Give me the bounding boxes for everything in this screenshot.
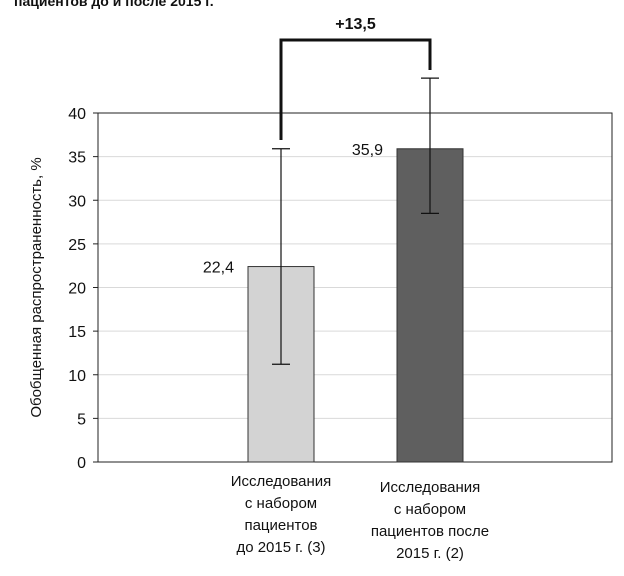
bars <box>247 148 464 463</box>
y-tick-label: 30 <box>68 193 86 210</box>
y-axis-label: Обобщенная распространенность, % <box>28 157 45 417</box>
category-label-line: пациентов <box>244 517 317 534</box>
y-tick-label: 40 <box>68 106 86 123</box>
difference-label: +13,5 <box>335 16 376 33</box>
data-labels: 22,4 35,9 <box>203 142 383 277</box>
category-label-line: до 2015 г. (3) <box>236 539 325 556</box>
gridlines <box>98 156 612 419</box>
error-bars <box>272 77 439 365</box>
data-label: 22,4 <box>203 260 234 277</box>
y-tick-label: 20 <box>68 281 86 298</box>
chart-title: пациентов до и после 2015 г. <box>14 0 214 9</box>
y-tick-label: 15 <box>68 324 86 341</box>
category-label-line: с набором <box>394 501 466 518</box>
difference-bracket <box>279 38 432 140</box>
y-axis-ticks: 0 5 10 15 20 25 30 35 40 <box>68 106 98 472</box>
category-label-line: пациентов после <box>371 523 489 540</box>
y-tick-label: 35 <box>68 150 86 167</box>
bracket-line <box>279 38 432 140</box>
category-labels: Исследования с набором пациентов до 2015 г.… <box>231 473 489 562</box>
y-tick-label: 25 <box>68 237 86 254</box>
y-tick-label: 0 <box>77 455 86 472</box>
data-label: 35,9 <box>352 142 383 159</box>
category-label-line: 2015 г. (2) <box>396 545 464 562</box>
category-label-line: Исследования <box>231 473 332 490</box>
y-tick-label: 5 <box>77 411 86 428</box>
y-tick-label: 10 <box>68 368 86 385</box>
category-label-line: Исследования <box>380 479 481 496</box>
category-label-line: с набором <box>245 495 317 512</box>
